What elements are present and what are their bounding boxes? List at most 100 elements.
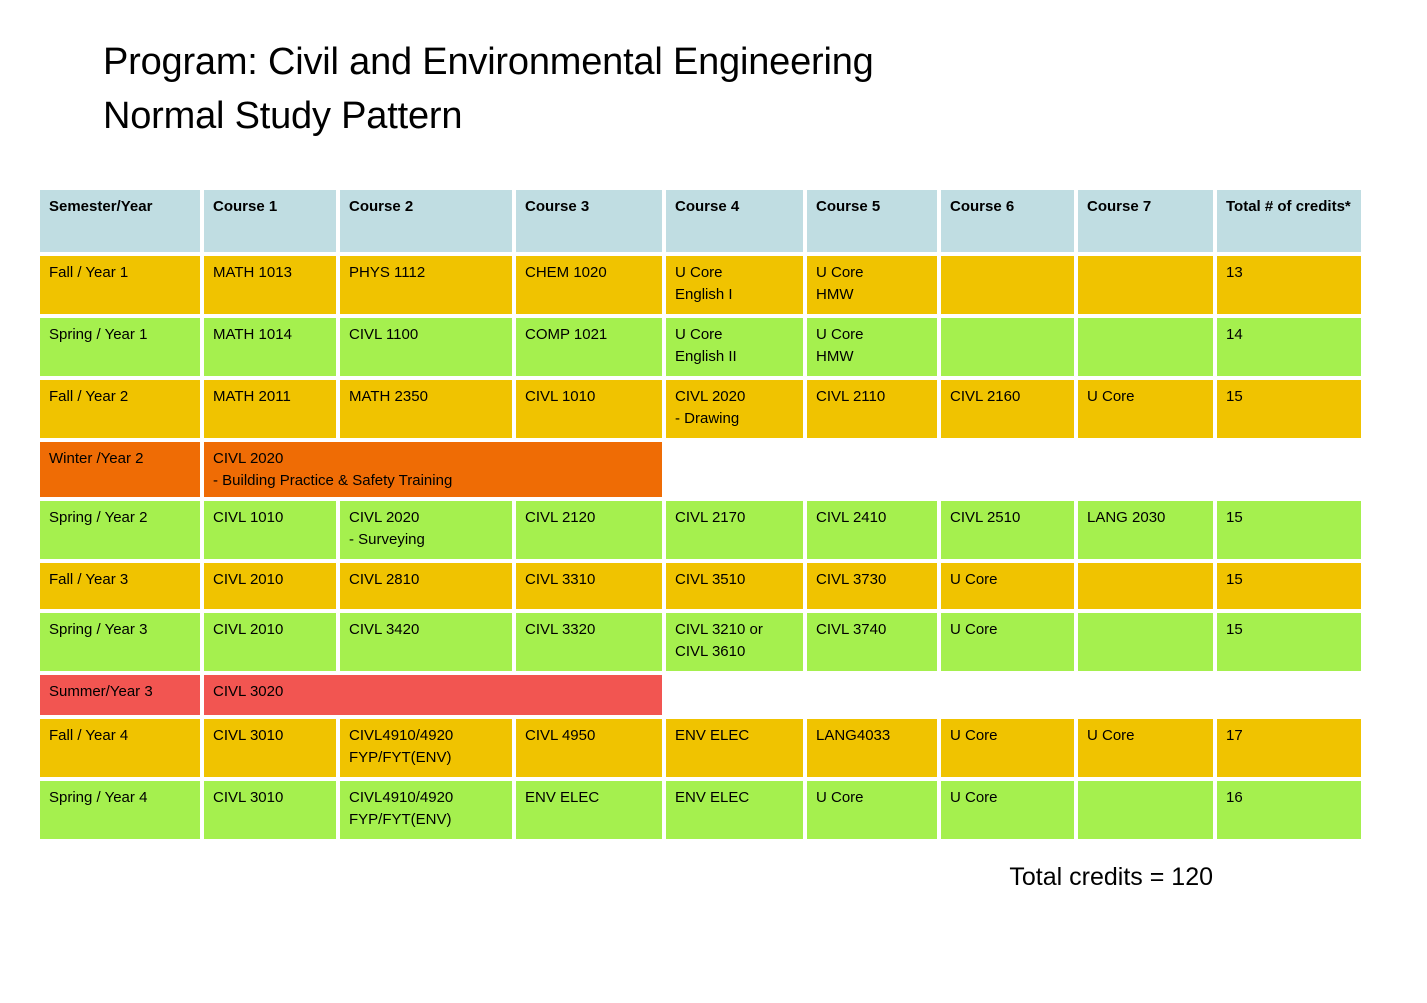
- course-cell: CIVL 2120: [516, 501, 662, 560]
- course-cell: CIVL 3420: [340, 613, 512, 672]
- course-cell: CIVL 2410: [807, 501, 937, 560]
- course-cell: U Core: [941, 613, 1074, 672]
- course-cell: [1078, 781, 1213, 840]
- column-header: Course 4: [666, 189, 803, 252]
- slide-page: Program: Civil and Environmental Enginee…: [0, 36, 1427, 1003]
- table-row: Spring / Year 4 CIVL 3010 CIVL4910/4920 FY…: [40, 781, 1361, 840]
- course-cell: CIVL 1100: [340, 317, 512, 376]
- course-cell: CIVL 2510: [941, 501, 1074, 560]
- course-cell: U Core English II: [666, 317, 803, 376]
- study-pattern-table: Semester/Year Course 1 Course 2 Course 3 Cou…: [36, 186, 1365, 844]
- course-cell: U Core: [807, 781, 937, 840]
- semester-cell: Fall / Year 1: [40, 255, 200, 314]
- semester-cell: Fall / Year 2: [40, 379, 200, 438]
- course-cell: MATH 1014: [204, 317, 336, 376]
- course-cell: CHEM 1020: [516, 255, 662, 314]
- column-header: Course 1: [204, 189, 336, 252]
- course-cell: MATH 2350: [340, 379, 512, 438]
- course-cell: MATH 2011: [204, 379, 336, 438]
- course-cell: CIVL 3320: [516, 613, 662, 672]
- course-cell: CIVL 2810: [340, 563, 512, 610]
- credits-cell: 15: [1217, 613, 1361, 672]
- course-cell: CIVL 2170: [666, 501, 803, 560]
- credits-cell: 15: [1217, 379, 1361, 438]
- course-cell: CIVL 2160: [941, 379, 1074, 438]
- table-body: Fall / Year 1 MATH 1013 PHYS 1112 CHEM 1020…: [40, 255, 1361, 840]
- table-row: Spring / Year 3 CIVL 2010 CIVL 3420 CIVL 33…: [40, 613, 1361, 672]
- table-row: Fall / Year 2 MATH 2011 MATH 2350 CIVL 1010…: [40, 379, 1361, 438]
- course-cell: CIVL 2110: [807, 379, 937, 438]
- course-cell: CIVL4910/4920 FYP/FYT(ENV): [340, 781, 512, 840]
- semester-cell: Spring / Year 3: [40, 613, 200, 672]
- column-header: Course 3: [516, 189, 662, 252]
- course-cell: [1078, 317, 1213, 376]
- title-line-2: Normal Study Pattern: [103, 94, 463, 137]
- table-row: Fall / Year 1 MATH 1013 PHYS 1112 CHEM 1020…: [40, 255, 1361, 314]
- course-cell: CIVL 4950: [516, 719, 662, 778]
- column-header: Course 5: [807, 189, 937, 252]
- blank-cell: [666, 675, 1361, 716]
- course-cell: CIVL 3210 or CIVL 3610: [666, 613, 803, 672]
- course-cell: LANG 2030: [1078, 501, 1213, 560]
- title-line-1: Program: Civil and Environmental Enginee…: [103, 41, 874, 83]
- credits-cell: 16: [1217, 781, 1361, 840]
- course-cell: [1078, 613, 1213, 672]
- course-cell: ENV ELEC: [666, 781, 803, 840]
- column-header: Course 7: [1078, 189, 1213, 252]
- column-header: Course 2: [340, 189, 512, 252]
- semester-cell: Spring / Year 2: [40, 501, 200, 560]
- total-credits-note: Total credits = 120: [1009, 863, 1213, 892]
- credits-cell: 15: [1217, 501, 1361, 560]
- table-row: Spring / Year 2 CIVL 1010 CIVL 2020 - Surv…: [40, 501, 1361, 560]
- course-cell: U Core: [1078, 719, 1213, 778]
- course-cell: CIVL 3310: [516, 563, 662, 610]
- credits-cell: 13: [1217, 255, 1361, 314]
- course-cell: U Core: [941, 719, 1074, 778]
- course-cell: U Core: [1078, 379, 1213, 438]
- course-cell: CIVL4910/4920 FYP/FYT(ENV): [340, 719, 512, 778]
- header-row: Semester/Year Course 1 Course 2 Course 3 Cou…: [40, 189, 1361, 252]
- course-cell: CIVL 3010: [204, 781, 336, 840]
- semester-cell: Fall / Year 4: [40, 719, 200, 778]
- column-header: Course 6: [941, 189, 1074, 252]
- credits-cell: 14: [1217, 317, 1361, 376]
- span-course-cell: CIVL 2020 - Building Practice & Safety T…: [204, 441, 662, 498]
- course-cell: MATH 1013: [204, 255, 336, 314]
- course-cell: PHYS 1112: [340, 255, 512, 314]
- semester-cell: Winter /Year 2: [40, 441, 200, 498]
- course-cell: CIVL 3730: [807, 563, 937, 610]
- course-cell: CIVL 1010: [204, 501, 336, 560]
- course-cell: U Core HMW: [807, 255, 937, 314]
- course-cell: CIVL 3010: [204, 719, 336, 778]
- course-cell: CIVL 1010: [516, 379, 662, 438]
- course-cell: CIVL 2020 - Drawing: [666, 379, 803, 438]
- course-cell: U Core English I: [666, 255, 803, 314]
- course-cell: CIVL 2020 - Surveying: [340, 501, 512, 560]
- course-cell: LANG4033: [807, 719, 937, 778]
- course-cell: CIVL 3740: [807, 613, 937, 672]
- course-cell: CIVL 2010: [204, 563, 336, 610]
- table-row: Spring / Year 1 MATH 1014 CIVL 1100 COMP 10…: [40, 317, 1361, 376]
- course-cell: [941, 317, 1074, 376]
- table-row: Winter /Year 2 CIVL 2020 - Building Pract…: [40, 441, 1361, 498]
- credits-cell: 17: [1217, 719, 1361, 778]
- blank-cell: [666, 441, 1361, 498]
- semester-cell: Spring / Year 4: [40, 781, 200, 840]
- semester-cell: Fall / Year 3: [40, 563, 200, 610]
- span-course-cell: CIVL 3020: [204, 675, 662, 716]
- column-header: Semester/Year: [40, 189, 200, 252]
- credits-cell: 15: [1217, 563, 1361, 610]
- course-cell: COMP 1021: [516, 317, 662, 376]
- semester-cell: Spring / Year 1: [40, 317, 200, 376]
- course-cell: CIVL 3510: [666, 563, 803, 610]
- course-cell: U Core HMW: [807, 317, 937, 376]
- table-row: Summer/Year 3 CIVL 3020: [40, 675, 1361, 716]
- table-row: Fall / Year 3 CIVL 2010 CIVL 2810 CIVL 3310…: [40, 563, 1361, 610]
- course-cell: [941, 255, 1074, 314]
- course-cell: U Core: [941, 781, 1074, 840]
- course-cell: ENV ELEC: [666, 719, 803, 778]
- course-cell: ENV ELEC: [516, 781, 662, 840]
- course-cell: CIVL 2010: [204, 613, 336, 672]
- table-row: Fall / Year 4 CIVL 3010 CIVL4910/4920 FYP/…: [40, 719, 1361, 778]
- course-cell: [1078, 255, 1213, 314]
